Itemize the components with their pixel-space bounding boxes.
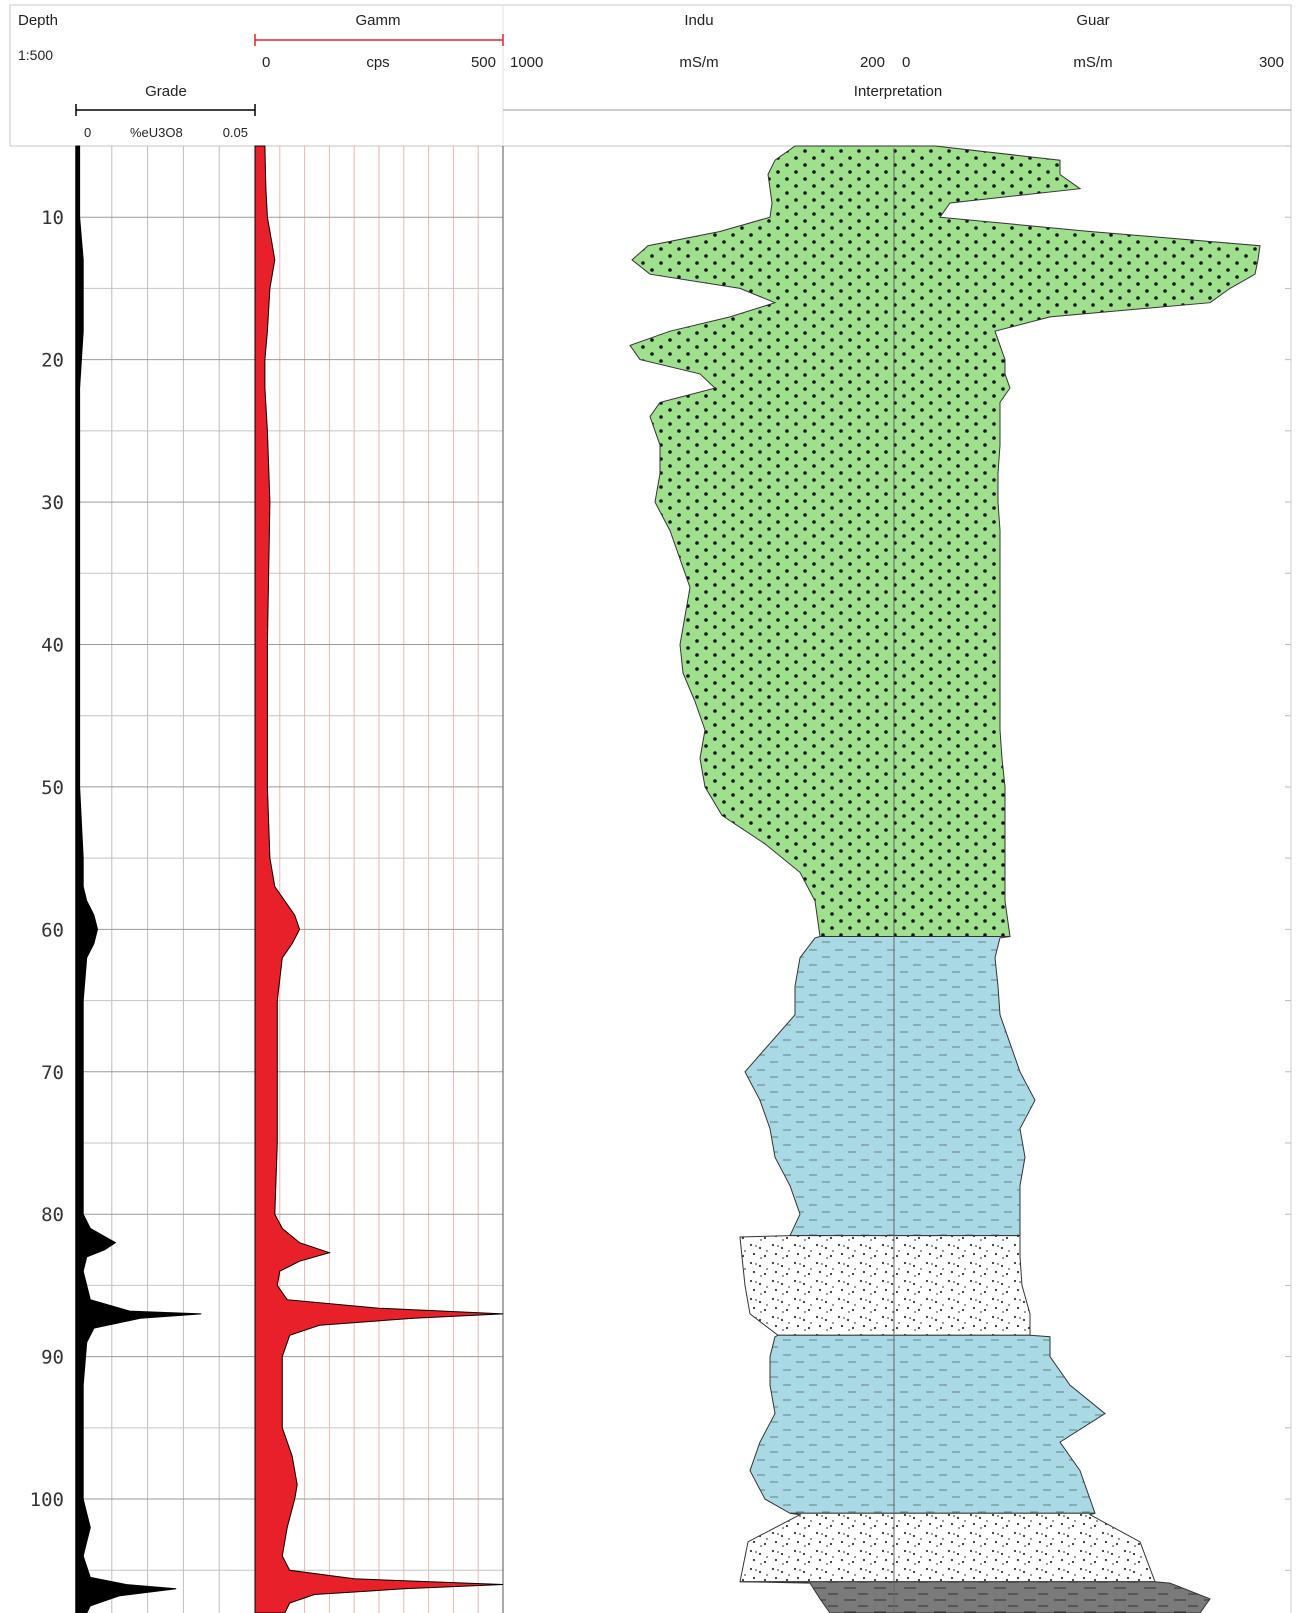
lithology-gravel [739, 1512, 1156, 1583]
induction-left: 1000 [510, 54, 543, 71]
gamma-track [254, 145, 504, 1613]
lithology-shale [739, 1581, 1211, 1613]
grade-unit: %eU3O8 [130, 125, 183, 140]
depth-tick-label: 70 [41, 1062, 64, 1084]
gamma-scale-bar [254, 34, 504, 46]
guard-title: Guar [1076, 12, 1109, 29]
gamma-min: 0 [262, 54, 270, 71]
gamma-title: Gamm [356, 12, 401, 29]
log-header: Depth 1:500 Gamm 0 cps 500 Grade 0 %eU3O… [9, 4, 1292, 147]
guard-unit: mS/m [1073, 54, 1112, 71]
grade-min: 0 [84, 125, 91, 140]
grade-max: 0.05 [223, 125, 248, 140]
depth-tick-label: 60 [41, 919, 64, 941]
depth-tick-label: 90 [41, 1347, 64, 1369]
depth-tick-label: 100 [30, 1489, 64, 1511]
header-frame [9, 4, 1292, 147]
guard-left: 0 [902, 54, 910, 71]
depth-tick-label: 80 [41, 1204, 64, 1226]
lithology-clay [749, 1334, 1106, 1514]
induction-right: 200 [860, 54, 885, 71]
guard-right: 300 [1259, 54, 1284, 71]
gamma-max: 500 [471, 54, 496, 71]
log-grid [75, 145, 1292, 1613]
gamma-unit: cps [366, 54, 389, 71]
lithology-gravel [739, 1235, 1031, 1336]
scale-label: 1:500 [18, 47, 53, 63]
depth-tick-label: 40 [41, 634, 64, 656]
induction-title: Indu [684, 12, 713, 29]
depth-tick-label: 30 [41, 492, 64, 514]
depth-tick-label: 50 [41, 777, 64, 799]
induction-unit: mS/m [679, 54, 718, 71]
grade-track [75, 145, 202, 1613]
gamma-curve [254, 145, 504, 1613]
grade-scale-bar [75, 104, 256, 116]
grade-curve [75, 145, 202, 1613]
lithology-clay [744, 936, 1036, 1237]
depth-tick-label: 20 [41, 350, 64, 372]
interpretation-track [629, 145, 1261, 1613]
lithology-sand [629, 145, 1261, 937]
depth-axis: 10 20 30 40 50 60 70 80 90 100 [30, 207, 64, 1511]
interpretation-title: Interpretation [854, 83, 942, 100]
grade-title: Grade [145, 83, 187, 100]
depth-label: Depth [18, 12, 58, 29]
depth-tick-label: 10 [41, 207, 64, 229]
